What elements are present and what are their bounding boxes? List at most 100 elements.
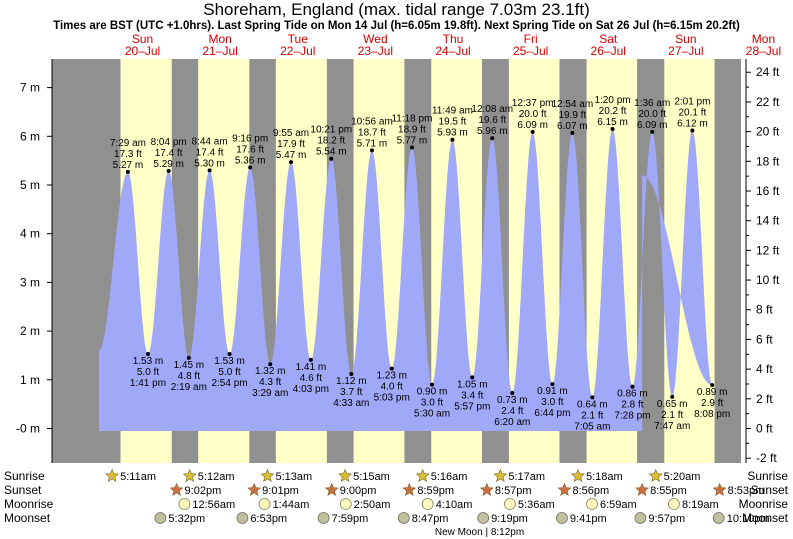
high-tide-label: 12:37 pm — [512, 98, 554, 109]
sunrise-icon — [571, 468, 585, 482]
high-tide-label: 8:44 am — [192, 136, 228, 147]
right-axis-tick-label: 24 ft — [756, 65, 780, 79]
moonset-time: 6:53pm — [250, 513, 287, 525]
low-tide-marker — [145, 351, 150, 356]
sunset-icon — [635, 482, 650, 496]
moonrise-time: 12:56am — [192, 499, 235, 511]
sunset-row-label-right: Sunset — [751, 483, 789, 497]
high-tide-label: 6.09 m — [637, 120, 668, 131]
right-axis-tick-label: 12 ft — [756, 243, 780, 257]
sunrise-time: 5:11am — [120, 471, 156, 483]
high-tide-label: 17.6 ft — [236, 144, 264, 155]
low-tide-marker — [429, 382, 434, 387]
low-tide-label: 5.0 ft — [218, 367, 240, 378]
moonset-time: 9:57pm — [648, 513, 685, 525]
high-tide-label: 5.54 m — [316, 147, 347, 158]
sunset-time: 8:53pm — [728, 485, 765, 497]
high-tide-label: 12:54 am — [551, 99, 593, 110]
chart-subtitle: Times are BST (UTC +1.0hrs). Last Spring… — [53, 20, 740, 32]
right-axis-tick-label: 22 ft — [756, 95, 780, 109]
moonset-time: 5:32pm — [168, 513, 205, 525]
day-date: 23–Jul — [358, 44, 393, 58]
low-tide-label: 1.12 m — [336, 376, 367, 387]
high-tide-label: 20.0 ft — [519, 109, 547, 120]
low-tide-marker — [227, 351, 232, 356]
day-date: 21–Jul — [202, 44, 237, 58]
day-headers: Sun20–JulMon21–JulTue22–JulWed23–JulThu2… — [125, 32, 781, 58]
low-tide-label: 0.89 m — [697, 387, 728, 398]
sunrise-icon — [260, 468, 275, 482]
high-tide-label: 10:21 pm — [310, 125, 352, 136]
moonrise-icon — [178, 498, 191, 510]
high-tide-label: 19.9 ft — [558, 110, 586, 121]
low-tide-label: 2.1 ft — [581, 410, 603, 421]
sunrise-time: 5:17am — [508, 471, 545, 483]
right-axis-tick-label: 4 ft — [756, 362, 773, 376]
high-tide-label: 20.1 ft — [678, 107, 706, 118]
low-tide-label: 7:28 pm — [614, 411, 650, 422]
sunset-icon — [402, 482, 417, 496]
low-tide-marker — [590, 395, 595, 400]
low-tide-label: 1.45 m — [174, 360, 205, 371]
low-tide-label: 2:54 pm — [211, 378, 247, 389]
sunset-row-label-left: Sunset — [4, 483, 42, 497]
high-tide-label: 20.2 ft — [599, 106, 627, 117]
right-axis-tick-label: 20 ft — [756, 125, 780, 139]
high-tide-label: 9:55 am — [273, 128, 309, 139]
high-tide-marker — [248, 165, 253, 170]
right-axis-tick-label: 10 ft — [756, 273, 780, 287]
sunrise-time: 5:20am — [664, 471, 701, 483]
right-axis-tick-label: 18 ft — [756, 154, 780, 168]
day-name: Fri — [524, 32, 538, 46]
sunset-icon — [169, 482, 184, 496]
high-tide-label: 17.4 ft — [196, 147, 224, 158]
moonrise-time: 6:59am — [600, 499, 637, 511]
high-tide-label: 17.4 ft — [155, 148, 183, 159]
day-name: Mon — [752, 32, 775, 46]
sunrise-row-label-left: Sunrise — [4, 469, 45, 483]
sunset-time: 8:55pm — [650, 485, 687, 497]
moonset-time: 9:41pm — [570, 513, 607, 525]
high-tide-label: 5.30 m — [194, 158, 225, 169]
sunset-time: 8:57pm — [495, 485, 532, 497]
new-moon-label: New Moon | 8:12pm — [435, 527, 524, 538]
low-tide-label: 0.73 m — [497, 395, 528, 406]
left-axis-tick-label: 3 m — [20, 275, 40, 289]
sunset-icon — [479, 482, 494, 496]
day-name: Mon — [208, 32, 231, 46]
low-tide-label: 1.05 m — [457, 379, 488, 390]
low-tide-label: 5:03 pm — [374, 393, 410, 404]
left-axis-tick-label: 6 m — [20, 129, 40, 143]
low-tide-label: 5:57 pm — [454, 401, 490, 412]
sunset-time: 8:59pm — [417, 485, 454, 497]
tide-area — [98, 129, 713, 431]
high-tide-label: 11:18 pm — [391, 114, 432, 125]
moonrise-row-label-left: Moonrise — [4, 497, 54, 511]
low-tide-label: 3.0 ft — [541, 397, 563, 408]
high-tide-marker — [610, 126, 615, 131]
sunrise-time: 5:13am — [275, 471, 312, 483]
low-tide-label: 2.8 ft — [621, 400, 643, 411]
sunrise-time: 5:18am — [586, 471, 623, 483]
sunrise-icon — [415, 468, 430, 482]
low-tide-label: 1.53 m — [133, 356, 164, 367]
low-tide-marker — [510, 390, 515, 395]
high-tide-label: 17.3 ft — [114, 149, 142, 160]
high-tide-label: 18.7 ft — [358, 127, 386, 138]
day-name: Sun — [675, 32, 696, 46]
low-tide-label: 3.7 ft — [340, 387, 362, 398]
sunrise-row-label-right: Sunrise — [747, 469, 788, 483]
moonrise-icon — [504, 498, 516, 510]
high-tide-marker — [409, 145, 414, 150]
sunset-icon — [557, 482, 572, 496]
high-tide-marker — [570, 130, 575, 135]
low-tide-label: 3.4 ft — [461, 390, 483, 401]
moonrise-time: 2:50am — [354, 499, 391, 511]
low-tide-label: 6:20 am — [494, 417, 530, 428]
day-date: 26–Jul — [591, 44, 626, 58]
high-tide-label: 19.6 ft — [478, 115, 506, 126]
high-tide-label: 5.96 m — [477, 126, 508, 137]
low-tide-label: 5.0 ft — [137, 367, 159, 378]
